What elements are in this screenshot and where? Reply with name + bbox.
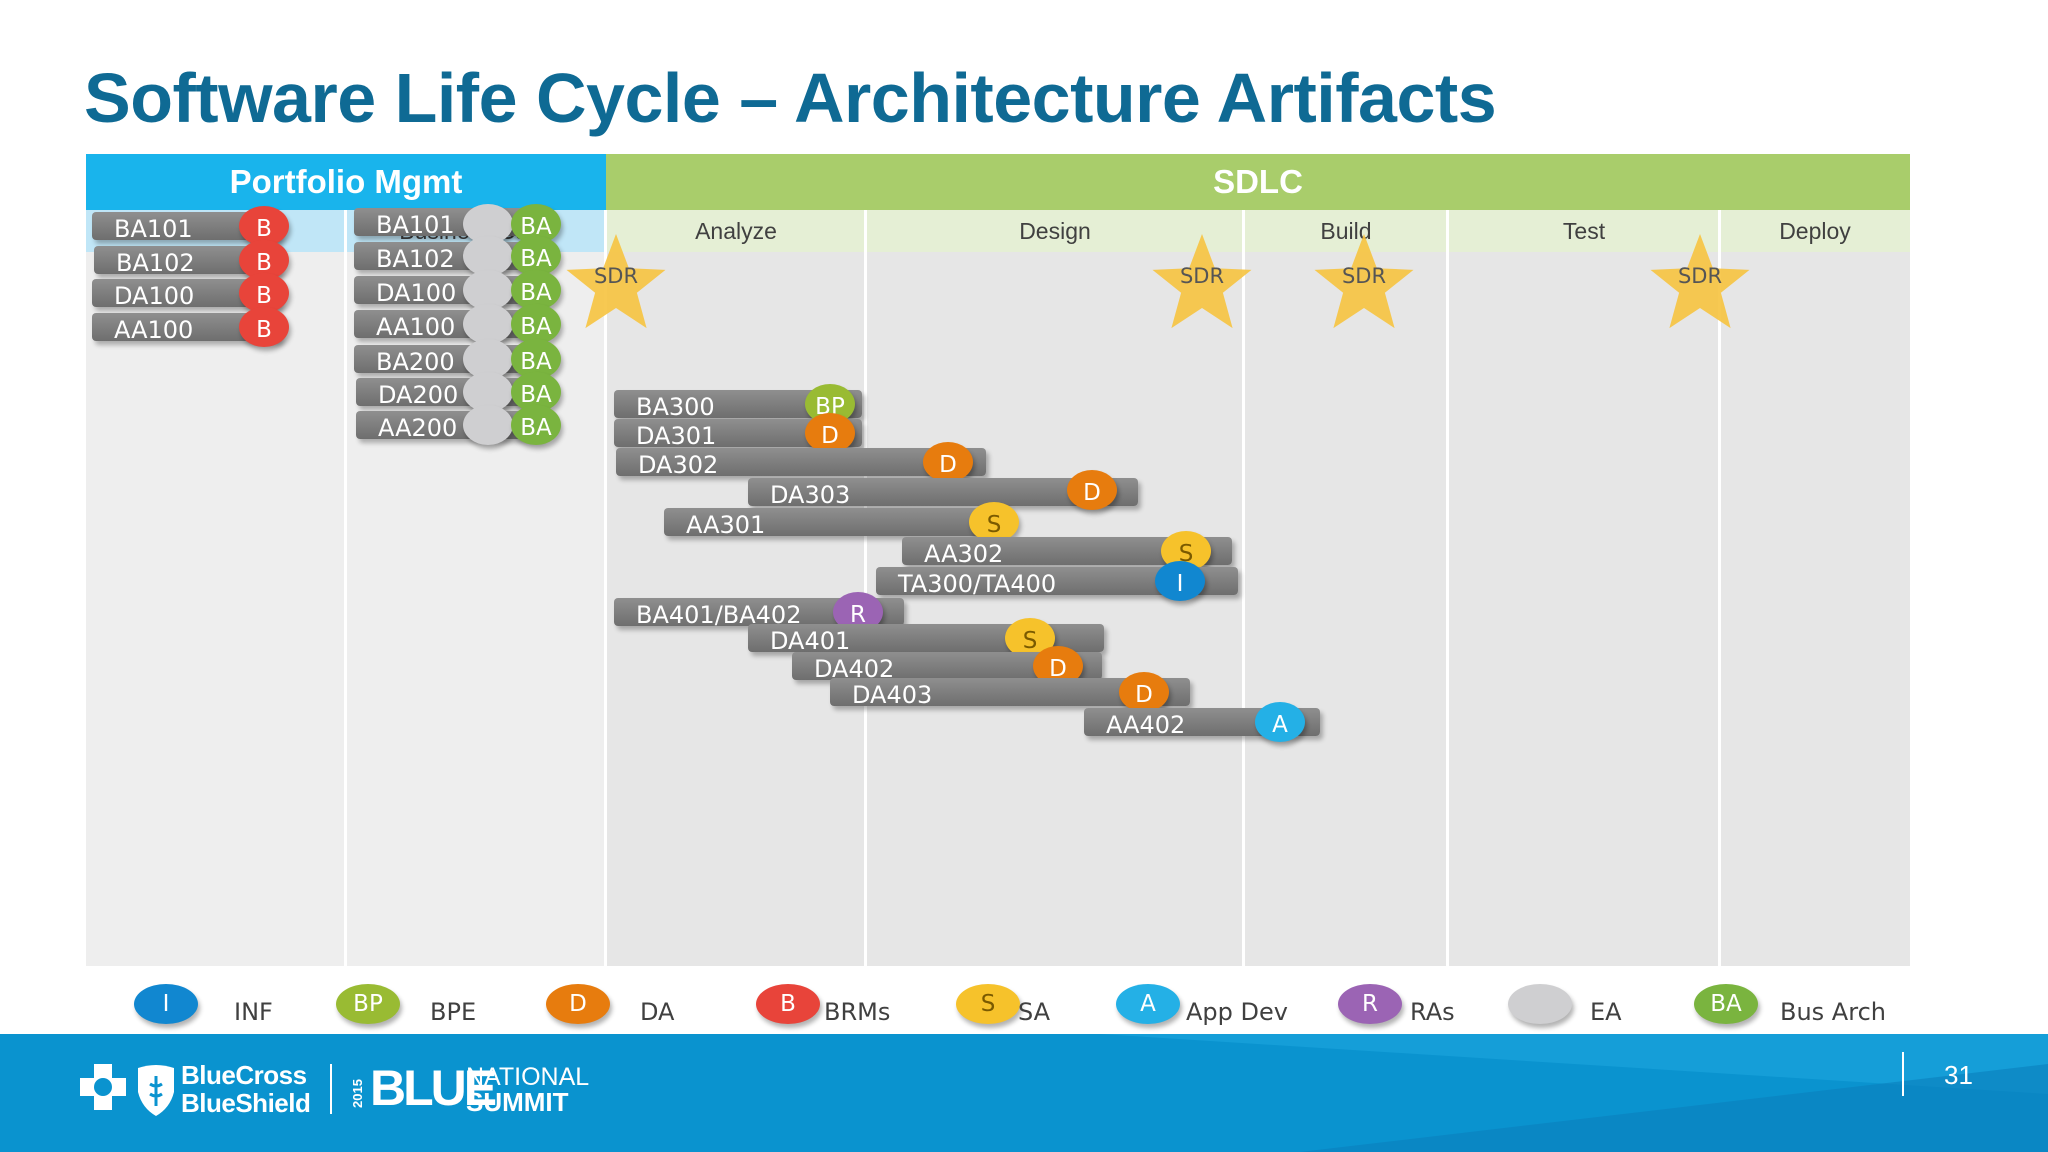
legend-label: App Dev [1186, 998, 1288, 1026]
role-badge-d: D [1067, 470, 1117, 510]
sdr-star-icon [1650, 234, 1750, 329]
brand-line-2: BlueShield [181, 1088, 311, 1118]
legend-badge-ba: BA [1694, 984, 1758, 1024]
role-badge-ea [463, 236, 513, 276]
artifact-label: AA200 [378, 414, 458, 442]
legend-label: BRMs [824, 998, 891, 1026]
page-number-divider [1902, 1052, 1904, 1096]
sdr-star-icon [1314, 234, 1414, 329]
role-badge-d: D [1119, 672, 1169, 712]
artifact-label: DA100 [114, 282, 195, 310]
role-badge-ea [463, 270, 513, 310]
sdr-label: SDR [593, 264, 639, 288]
sdr-star-icon [566, 234, 666, 329]
legend-badge-r: R [1338, 984, 1402, 1024]
artifact-label: DA401 [770, 627, 851, 655]
artifact-label: DA302 [638, 451, 719, 479]
page-title: Software Life Cycle – Architecture Artif… [84, 59, 1497, 137]
sdr-label: SDR [1341, 264, 1387, 288]
artifact-label: BA102 [116, 249, 195, 277]
artifact-label: BA101 [114, 215, 193, 243]
sdr-label: SDR [1677, 264, 1723, 288]
role-badge-ba: BA [511, 236, 561, 276]
role-badge-ba: BA [511, 405, 561, 445]
legend: I INF BP BPE D DA B BRMs S SA A App Dev R RAs EA BA Bus … [0, 982, 2048, 1034]
event-blue: BLUE [370, 1060, 497, 1116]
artifact-label: DA403 [852, 681, 933, 709]
legend-badge-d: D [546, 984, 610, 1024]
role-badge-ba: BA [511, 204, 561, 244]
column-divider [1718, 210, 1721, 966]
role-badge-b: B [239, 307, 289, 347]
artifact-bar [664, 508, 998, 536]
role-badge-ea [463, 405, 513, 445]
column-divider [864, 210, 867, 966]
artifact-label: AA100 [376, 313, 456, 341]
legend-badge-ea [1508, 984, 1572, 1024]
role-badge-ba: BA [511, 304, 561, 344]
artifact-label: DA100 [376, 279, 457, 307]
event-national: NATIONAL [466, 1063, 590, 1091]
artifact-bars: BA101 B BA102 B DA100 B AA100 B BA101 BA BA102 BA DA… [86, 154, 1910, 966]
role-badge-b: B [239, 273, 289, 313]
event-summit: SUMMIT [466, 1087, 569, 1117]
legend-badge-a: A [1116, 984, 1180, 1024]
role-badge-d: D [923, 442, 973, 482]
page-number: 31 [1944, 1060, 1973, 1090]
role-badge-ea [463, 304, 513, 344]
artifact-label: AA301 [686, 511, 766, 539]
artifact-label: TA300/TA400 [898, 570, 1057, 598]
legend-badge-i: I [134, 984, 198, 1024]
column-divider [1242, 210, 1245, 966]
artifact-label: AA402 [1106, 711, 1186, 739]
legend-badge-b: B [756, 984, 820, 1024]
portfolio-mgmt-header: Portfolio Mgmt [86, 154, 606, 210]
sdr-label: SDR [1179, 264, 1225, 288]
brand-line-1: BlueCross [181, 1060, 307, 1090]
event-year: 2015 [350, 1079, 365, 1108]
legend-label: RAs [1410, 998, 1455, 1026]
legend-badge-bp: BP [336, 984, 400, 1024]
phase-deploy: Deploy [1720, 210, 1910, 252]
role-badge-i: I [1155, 561, 1205, 601]
legend-label: DA [640, 998, 675, 1026]
legend-label: EA [1590, 998, 1622, 1026]
legend-label: SA [1018, 998, 1051, 1026]
artifact-label: DA301 [636, 422, 717, 450]
artifact-label: DA303 [770, 481, 851, 509]
role-badge-d: D [805, 413, 855, 453]
role-badge-b: B [239, 240, 289, 280]
artifact-label: DA200 [378, 381, 459, 409]
artifact-label: AA100 [114, 316, 194, 344]
bcbs-logo-icon [80, 1064, 174, 1116]
artifact-label: BA101 [376, 211, 455, 239]
artifact-label: BA102 [376, 245, 455, 273]
sdr-star-icon [1152, 234, 1252, 329]
legend-badge-s: S [956, 984, 1020, 1024]
artifact-label: AA302 [924, 540, 1004, 568]
sdlc-header: SDLC [606, 154, 1910, 210]
footer-logo-divider [330, 1064, 332, 1114]
legend-label: Bus Arch [1780, 998, 1886, 1026]
column-divider [604, 210, 607, 966]
sdr-gates: SDR SDR SDR SDR [86, 154, 1910, 966]
footer-band [0, 1034, 2048, 1152]
column-divider [1446, 210, 1449, 966]
legend-label: INF [234, 998, 273, 1026]
role-badge-b: B [239, 206, 289, 246]
phase-build: Build [1244, 210, 1448, 252]
role-badge-a: A [1255, 702, 1305, 742]
artifact-label: BA300 [636, 393, 715, 421]
legend-label: BPE [430, 998, 477, 1026]
column-divider [344, 210, 347, 966]
role-badge-s: S [969, 502, 1019, 542]
phase-analyze: Analyze [606, 210, 866, 252]
phase-test: Test [1448, 210, 1720, 252]
lifecycle-chart: Portfolio Mgmt SDLC Planning Business Ca… [86, 154, 1910, 966]
role-badge-ba: BA [511, 270, 561, 310]
artifact-label: BA200 [376, 348, 455, 376]
phase-design: Design [866, 210, 1244, 252]
